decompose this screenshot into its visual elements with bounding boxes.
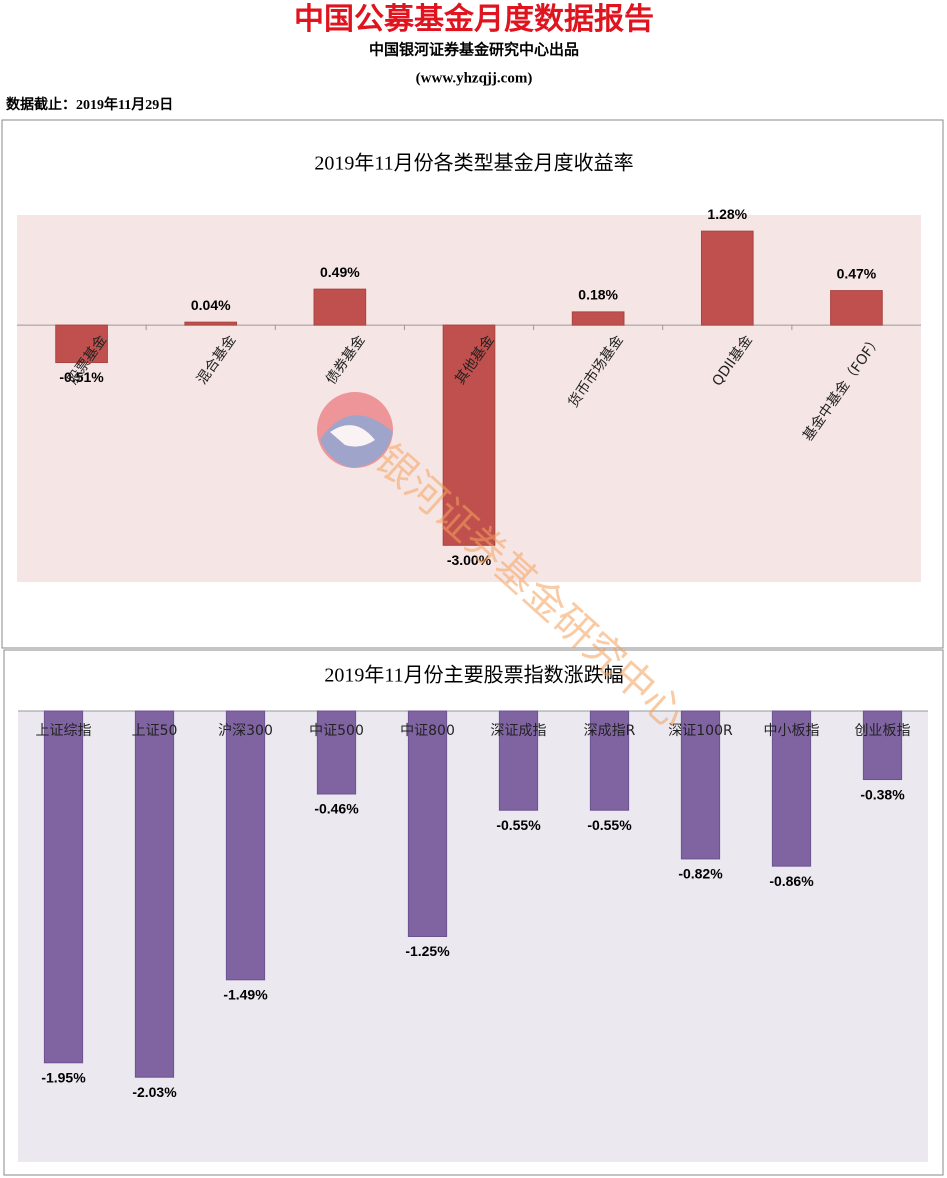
value-label: -1.25% (405, 943, 450, 959)
value-label: 0.18% (578, 287, 618, 303)
bar (225, 710, 266, 981)
report-subtitle: 中国银河证券基金研究中心出品 (369, 40, 579, 58)
bar (830, 290, 883, 326)
bar (498, 710, 539, 811)
category-label: 深证100R (668, 723, 733, 739)
chart-title: 2019年11月份主要股票指数涨跌幅 (324, 664, 623, 687)
category-label: 上证综指 (36, 723, 92, 739)
bar (589, 710, 630, 811)
category-label: 深证成指 (491, 723, 547, 739)
value-label: -0.46% (314, 801, 359, 817)
bar (43, 710, 84, 1064)
bar (134, 710, 175, 1078)
category-label: 创业板指 (855, 723, 911, 739)
category-label: 中证800 (400, 723, 455, 739)
bar (407, 710, 448, 937)
bar (680, 710, 721, 860)
value-label: -0.86% (769, 873, 814, 889)
chart-title: 2019年11月份各类型基金月度收益率 (314, 152, 633, 175)
category-label: 中证500 (309, 723, 364, 739)
value-label: -1.49% (223, 986, 268, 1002)
value-label: -0.51% (59, 369, 104, 385)
value-label: 1.28% (707, 206, 747, 222)
report-url: (www.yhzqjj.com) (416, 70, 533, 86)
bar (184, 321, 238, 326)
bar (700, 230, 754, 326)
value-label: -0.55% (496, 817, 541, 833)
value-label: 0.47% (837, 265, 877, 281)
value-label: 0.04% (191, 297, 231, 313)
category-label: 上证50 (132, 723, 178, 739)
bar (313, 288, 367, 326)
bar (316, 710, 357, 795)
value-label: -0.82% (678, 866, 723, 882)
logo (330, 425, 375, 447)
bar (55, 324, 108, 364)
value-label: 0.49% (320, 264, 360, 280)
bar (571, 311, 625, 326)
value-label: -0.38% (860, 786, 905, 802)
bar (771, 710, 812, 867)
bar (442, 324, 496, 546)
data-date: 数据截止：2019年11月29日 (6, 96, 173, 113)
category-label: 深成指R (584, 723, 636, 739)
category-label: 沪深300 (218, 723, 273, 739)
category-label: 中小板指 (764, 723, 820, 739)
value-label: -0.55% (587, 817, 632, 833)
bar (862, 710, 903, 781)
value-label: -3.00% (447, 552, 492, 568)
value-label: -1.95% (41, 1069, 86, 1085)
report-title: 中国公募基金月度数据报告 (294, 2, 654, 36)
value-label: -2.03% (132, 1084, 177, 1100)
